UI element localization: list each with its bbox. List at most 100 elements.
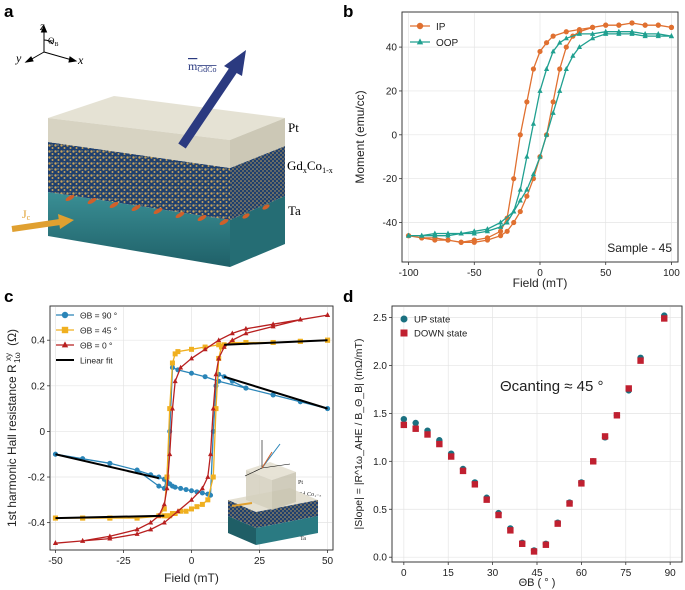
series-c-0-point [178,485,184,491]
series-c-2-point [172,378,178,384]
x-tick-label: 0 [537,268,543,279]
series-ip-point [589,24,596,30]
x-tick-label: -25 [116,556,131,567]
series-oop-point [504,219,510,225]
series-ip-point [550,33,556,39]
legend-c-2-label: ΘB = 0 ° [80,341,112,351]
series-oop-point [537,87,543,93]
series-c-1-point [164,474,170,480]
pt-layer-front [48,118,230,168]
pt-layer-top [48,96,285,140]
series-ip-point [511,176,517,182]
series-oop-point [405,232,412,238]
series-oop-point [543,66,550,71]
axes-triad [24,24,78,63]
series-oop-point [668,33,675,39]
series-ip-point [524,99,530,105]
series-down-state-point [424,431,431,438]
series-ip-point [524,193,530,199]
panel-a-schematic: z y x ΘB mGdCo [11,19,333,267]
linear-fit-line [55,514,165,520]
y-axis-label: |Slope| = |R^1ω_AHE / B_Θ_B| (mΩ/mT) [353,339,365,530]
series-c-2-point [229,330,235,336]
x-axis-label: ΘB ( ° ) [519,577,556,589]
series-c-0-point [172,484,178,490]
series-c-2-point [148,526,154,532]
series-down-state-point [495,511,502,519]
series-c-1-point [243,339,249,345]
legend-c-2-marker [61,341,69,348]
series-oop-point [524,186,530,192]
series-c-2-point [164,485,170,491]
series-oop-point [445,232,451,238]
current-label: Jc [22,207,31,222]
x-tick-label: 30 [487,568,499,579]
series-oop-point [432,232,438,238]
series-oop-point [557,87,563,93]
legend-c-0-marker [61,311,69,319]
series-ip-point [497,228,504,234]
series-ip-point [484,235,491,241]
series-c-2-point [175,508,181,514]
spin-arrows [65,194,270,226]
series-c-2-point [205,474,211,479]
series-oop-point [530,171,537,177]
series-oop-point [550,48,556,54]
legend-c-0-label: ΘB = 90 ° [80,311,117,321]
series-c-0-point [107,460,113,466]
y-tick-label: 0.5 [373,505,387,516]
inset-ta-label: Ta [300,536,306,542]
y-tick-label: -0.4 [28,518,46,529]
series-oop-point [511,208,517,214]
y-axis-label: 1st harmonic Hall resistance R xy1ω (Ω) [4,329,22,527]
series-down-state-point [436,440,443,448]
x-tick-label: -50 [48,556,63,567]
series-down-state-point [530,548,538,555]
x-tick-label: 25 [254,556,266,567]
series-c-2-point [229,337,235,343]
series-oop-point [517,186,523,192]
series-c-1-point [169,511,175,517]
series-c-0-point [156,483,162,489]
plot-border [401,11,679,263]
legend-down-state-marker [400,329,408,337]
panel-label-c: c [4,287,14,306]
series-ip-point [511,219,517,226]
moment-label: mGdCo [188,59,216,74]
y-tick-label: -0.2 [28,473,46,484]
series-c-2-point [169,405,175,411]
series-ip-point [655,22,661,28]
series-c-2-point [148,519,154,525]
y-tick-label: 0.2 [31,381,45,392]
moment-arrow [178,50,246,149]
series-ip-point [616,22,622,28]
theta-label: ΘB [48,36,59,48]
series-down-state-point [400,421,408,429]
series-c-2-point [210,405,216,411]
panel-d-chart: 0 15 30 45 60 75 90 0.0 0.5 1.0 1.5 2.0 2.5 UP state D… [353,305,683,589]
legend-marker-oop [416,38,424,45]
axis-z-label: z [39,19,45,33]
series-ip-point [576,26,583,33]
x-tick-label: 50 [322,556,334,567]
series-c-2-point [325,312,331,317]
y-tick-label: 2.5 [373,313,387,324]
panel-c-chart: -50 -25 0 25 50 -0.4 -0.2 0 0.2 0.4 ΘB = 90 ° ΘB = … [4,305,334,585]
series-oop-point [563,66,569,71]
series-c-1-point [167,513,173,519]
legend-c-1-marker [61,326,69,334]
series-c-1-point [189,506,194,512]
series-c-2-point [199,485,205,491]
series-ip-point [504,228,510,234]
y-tick-label: 40 [386,43,398,54]
x-tick-label: 75 [620,568,632,579]
legend-c-3-label: Linear fit [80,356,113,366]
gdco-layer-side [230,146,285,220]
y-tick-label: -20 [383,174,398,185]
linear-fit-line [223,375,328,410]
series-oop-point [642,30,648,36]
series-c-0-point [183,487,189,493]
series-ip-point [517,208,523,215]
x-tick-label: 90 [665,568,677,579]
